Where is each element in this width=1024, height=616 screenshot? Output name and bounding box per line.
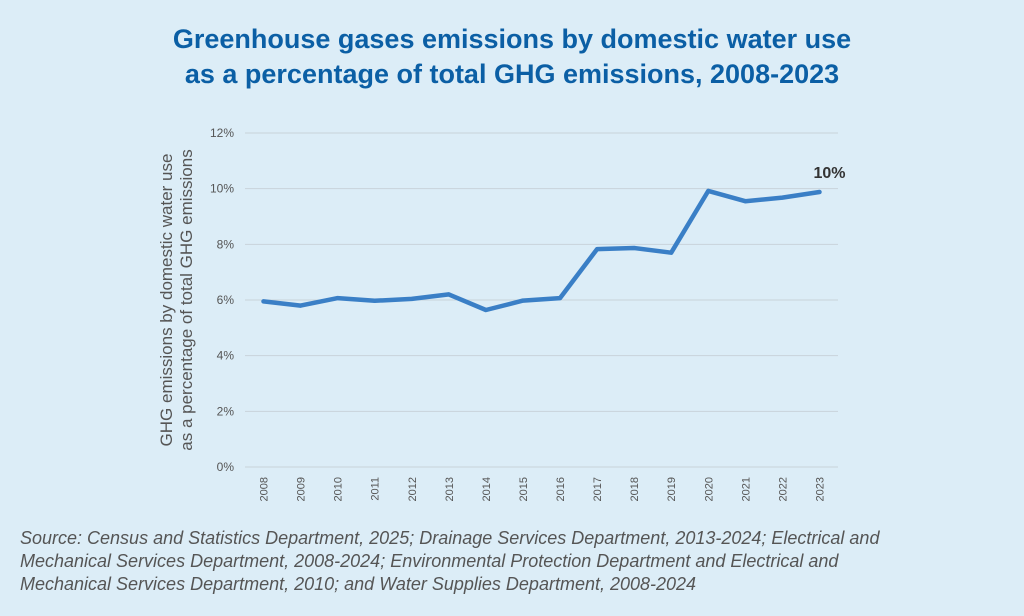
y-tick-label: 0% [217,460,235,474]
annotations: 10% [813,165,845,182]
y-axis-tick-labels: 0% 2% 4% 6% 8% 10% 12% [210,126,234,474]
data-point-2022 [780,195,785,200]
data-point-2016 [558,296,563,301]
gridlines [245,132,838,468]
x-tick-label: 2010 [333,477,345,501]
x-tick-label: 2023 [814,477,826,501]
data-point-2018 [632,245,637,250]
x-tick-label: 2017 [592,477,604,501]
x-tick-label: 2014 [481,477,493,501]
chart-title-line-2: as a percentage of total GHG emissions, … [184,59,840,89]
y-axis-label: GHG emissions by domestic water use as a … [157,149,196,450]
y-tick-label: 2% [217,404,235,418]
x-tick-label: 2021 [740,477,752,501]
source-line-3: Mechanical Services Department, 2010; an… [20,574,697,594]
y-axis-label-line-1: GHG emissions by domestic water use [157,154,176,447]
data-point-2015 [520,298,525,303]
y-tick-label: 6% [217,293,235,307]
x-tick-label: 2015 [518,477,530,501]
data-point-2013 [446,292,451,297]
x-tick-label: 2012 [407,477,419,501]
source-note: Source: Census and Statistics Department… [20,527,1010,596]
x-tick-label: 2019 [666,477,678,501]
data-point-2009 [298,303,303,308]
source-line-2: Mechanical Services Department, 2008-202… [20,551,839,571]
data-point-2023 [817,190,822,195]
data-point-2012 [409,296,414,301]
x-tick-label: 2011 [370,477,382,501]
x-tick-label: 2018 [629,477,641,501]
y-tick-label: 10% [210,182,234,196]
source-line-1: Source: Census and Statistics Department… [20,528,880,548]
x-tick-label: 2008 [259,477,271,501]
chart-title-line-1: Greenhouse gases emissions by domestic w… [172,24,852,54]
series-layer [261,188,822,313]
data-point-2021 [743,199,748,204]
data-point-2014 [483,308,488,313]
x-tick-label: 2020 [703,477,715,501]
data-point-2017 [595,247,600,252]
y-axis-label-line-2: as a percentage of total GHG emissions [177,149,196,450]
x-tick-label: 2013 [444,477,456,501]
x-tick-label: 2016 [555,477,567,501]
y-tick-label: 4% [217,349,235,363]
data-point-2011 [372,298,377,303]
data-point-2010 [335,296,340,301]
data-point-2019 [669,250,674,255]
series-line-0 [261,188,822,313]
y-tick-label: 8% [217,237,235,251]
y-tick-label: 12% [210,126,234,140]
data-point-2008 [261,299,266,304]
x-tick-label: 2022 [777,477,789,501]
data-label-2023: 10% [813,165,845,182]
data-point-2020 [706,188,711,193]
x-tick-label: 2009 [296,477,308,501]
x-axis-tick-labels: 2008 2009 2010 2011 2012 2013 2014 2015 2016 2017… [259,477,827,501]
